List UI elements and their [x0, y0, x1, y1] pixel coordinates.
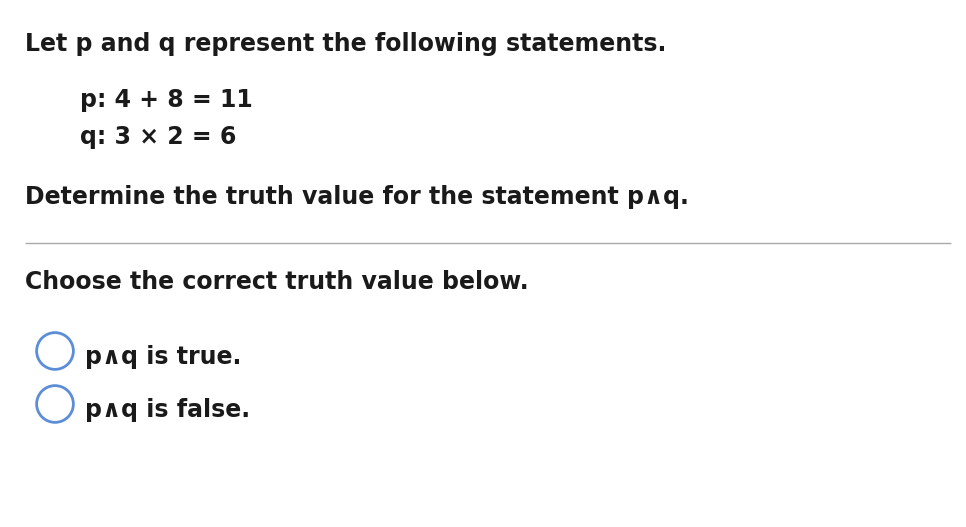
Text: Choose the correct truth value below.: Choose the correct truth value below.	[25, 270, 528, 294]
Text: p∧q is true.: p∧q is true.	[85, 345, 242, 369]
Text: Let p and q represent the following statements.: Let p and q represent the following stat…	[25, 32, 667, 56]
Text: p: 4 + 8 = 11: p: 4 + 8 = 11	[80, 88, 253, 112]
Text: q: 3 × 2 = 6: q: 3 × 2 = 6	[80, 125, 237, 149]
Text: p∧q is false.: p∧q is false.	[85, 398, 250, 422]
Point	[47, 400, 63, 408]
Point	[47, 347, 63, 355]
Text: Determine the truth value for the statement p∧q.: Determine the truth value for the statem…	[25, 185, 689, 209]
